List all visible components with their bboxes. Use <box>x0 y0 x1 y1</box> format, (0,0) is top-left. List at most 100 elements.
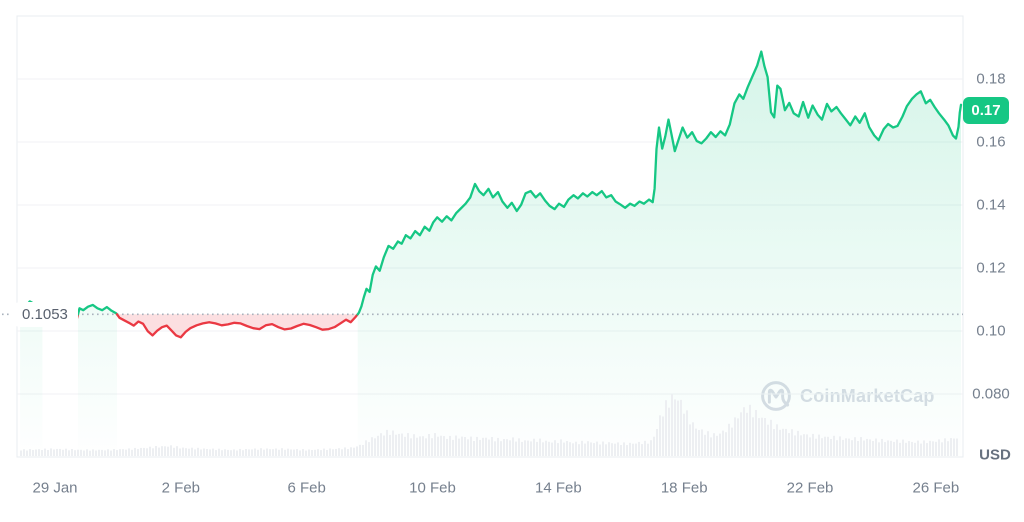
volume-bar <box>842 439 844 456</box>
x-axis-label: 6 Feb <box>287 479 326 497</box>
volume-bar <box>110 450 112 456</box>
volume-bar <box>638 441 640 456</box>
x-axis-label: 22 Feb <box>786 479 834 497</box>
volume-bar <box>875 438 877 456</box>
volume-bar <box>521 441 523 456</box>
volume-bar <box>416 437 418 456</box>
volume-bar <box>656 429 658 456</box>
volume-bar <box>77 449 79 456</box>
volume-bar <box>20 450 22 456</box>
volume-bar <box>362 445 364 456</box>
y-axis-label: 0.080 <box>972 385 1010 403</box>
volume-bar <box>641 444 643 456</box>
volume-bar <box>800 435 802 456</box>
volume-bar <box>878 442 880 456</box>
volume-bar <box>428 434 430 456</box>
volume-bar <box>269 449 271 456</box>
volume-bar <box>98 449 100 456</box>
volume-bar <box>773 429 775 456</box>
volume-bar <box>518 438 520 456</box>
volume-bar <box>494 441 496 456</box>
volume-bar <box>788 433 790 456</box>
volume-bar <box>647 443 649 456</box>
volume-bar <box>767 424 769 456</box>
volume-bar <box>116 450 118 456</box>
volume-bar <box>857 441 859 456</box>
volume-bar <box>71 449 73 456</box>
volume-bar <box>602 441 604 456</box>
volume-bar <box>509 440 511 456</box>
volume-bar <box>194 449 196 456</box>
chart-plot-area[interactable] <box>17 16 963 457</box>
price-line-up <box>76 303 119 316</box>
volume-bar <box>869 439 871 456</box>
volume-bar <box>671 394 673 456</box>
volume-bar <box>737 418 739 456</box>
area-fill-up <box>357 51 961 457</box>
y-axis-label: 0.14 <box>976 196 1006 214</box>
volume-bar <box>191 447 193 456</box>
volume-bar <box>578 444 580 456</box>
volume-bar <box>212 448 214 456</box>
volume-bar <box>779 429 781 456</box>
volume-bar <box>260 448 262 456</box>
volume-bar <box>149 446 151 456</box>
volume-bar <box>425 438 427 456</box>
volume-bar <box>809 437 811 456</box>
volume-bar <box>854 437 856 456</box>
volume-bar <box>41 450 43 456</box>
volume-bar <box>284 449 286 456</box>
volume-bar <box>56 448 58 456</box>
volume-bar <box>632 443 634 456</box>
volume-bar <box>134 447 136 456</box>
volume-bar <box>560 439 562 456</box>
volume-bar <box>371 437 373 456</box>
volume-bar <box>923 440 925 456</box>
volume-bar <box>398 433 400 456</box>
volume-bar <box>119 449 121 456</box>
volume-bar <box>776 424 778 456</box>
volume-bar <box>605 444 607 456</box>
volume-bar <box>440 435 442 456</box>
volume-bar <box>287 448 289 456</box>
volume-bar <box>851 440 853 456</box>
volume-bar <box>23 449 25 456</box>
volume-bar <box>308 449 310 456</box>
volume-bar <box>608 442 610 456</box>
volume-bar <box>140 447 142 456</box>
volume-bar <box>209 449 211 456</box>
y-axis-label: 0.16 <box>976 133 1006 151</box>
volume-bar <box>311 450 313 456</box>
volume-bar <box>803 434 805 456</box>
volume-bar <box>101 449 103 456</box>
price-line-down <box>115 313 359 339</box>
x-axis-label: 29 Jan <box>32 479 78 497</box>
volume-bar <box>380 433 382 456</box>
volume-bar <box>152 448 154 456</box>
volume-bar <box>752 417 754 456</box>
volume-bar <box>113 449 115 456</box>
volume-bar <box>845 438 847 456</box>
volume-bar <box>665 400 667 456</box>
volume-bar <box>497 437 499 456</box>
volume-bar <box>689 424 691 456</box>
volume-bar <box>230 450 232 456</box>
volume-bar <box>86 449 88 456</box>
volume-bar <box>281 448 283 456</box>
volume-bar <box>947 441 949 456</box>
volume-bar <box>506 439 508 456</box>
volume-bar <box>74 450 76 456</box>
volume-bar <box>53 449 55 456</box>
volume-bar <box>32 450 34 456</box>
volume-bar <box>932 441 934 456</box>
volume-bar <box>206 449 208 456</box>
volume-bar <box>170 445 172 456</box>
volume-bar <box>146 448 148 456</box>
volume-bar <box>104 450 106 456</box>
volume-bar <box>623 442 625 456</box>
volume-bar <box>770 419 772 456</box>
volume-bar <box>215 450 217 456</box>
volume-bar <box>467 439 469 456</box>
x-axis-label: 14 Feb <box>535 479 582 497</box>
